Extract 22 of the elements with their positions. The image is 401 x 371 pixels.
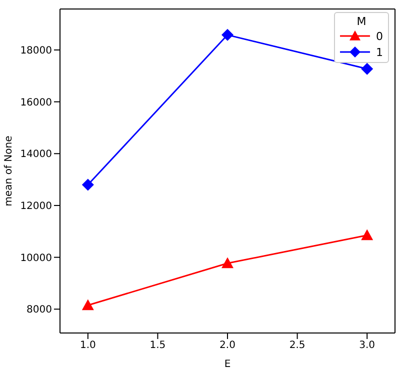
y-tick-label: 14000 xyxy=(20,149,52,160)
legend-title: M xyxy=(356,15,368,28)
x-tick-label: 1.0 xyxy=(80,340,96,352)
x-tick-label: 2.0 xyxy=(220,340,236,352)
x-tick-label: 1.5 xyxy=(150,340,166,352)
point xyxy=(222,257,234,268)
x-axis-title: E xyxy=(224,359,231,370)
point xyxy=(361,229,374,240)
y-tick-label: 8000 xyxy=(26,304,52,316)
legend-label: 0 xyxy=(376,30,383,42)
x-tick-label: 3.0 xyxy=(359,340,376,352)
legend-label: 1 xyxy=(376,46,383,58)
point xyxy=(82,178,94,191)
point xyxy=(82,299,94,310)
point xyxy=(361,62,374,75)
y-tick-label: 16000 xyxy=(20,97,52,108)
y-tick-label: 12000 xyxy=(20,201,52,212)
x-tick-label: 2.5 xyxy=(289,340,306,352)
y-tick-label: 18000 xyxy=(20,46,52,57)
point xyxy=(222,28,234,41)
y-tick-label: 10000 xyxy=(20,252,52,264)
y-axis-title: mean of None xyxy=(4,136,15,206)
